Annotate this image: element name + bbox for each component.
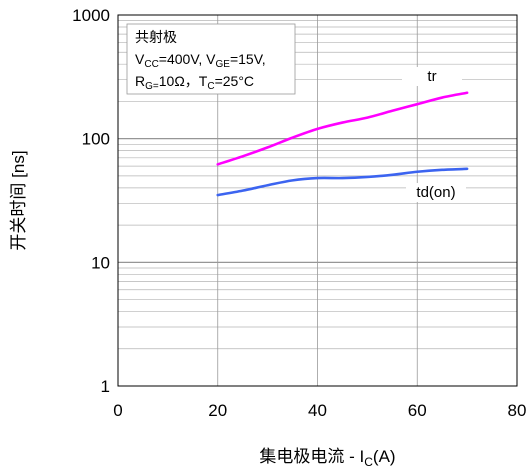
x-tick-labels: 0 20 40 60 80 [113,401,526,420]
condition-line-2: VCC=400V, VGE=15V, [135,51,266,70]
series-labels: tr td(on) [402,67,466,202]
condition-subscript: GE [216,59,231,70]
y-tick-label: 100 [82,130,110,149]
y-axis-label: 开关时间 [ns] [9,150,28,250]
condition-line-3: RG=10Ω，TC=25°C [135,73,254,92]
series-lines [216,91,469,197]
condition-subscript: C [207,81,214,92]
y-tick-label: 1000 [72,6,110,25]
series-label: td(on) [416,184,455,201]
x-tick-label: 40 [308,401,327,420]
x-axis-label-suffix: (A) [373,447,396,466]
series-label-bg [402,67,462,86]
condition-text: 10Ω，T [159,73,208,89]
y-tick-label: 10 [91,253,110,272]
x-tick-label: 80 [508,401,527,420]
series-label-bg [406,183,466,202]
x-tick-label: 60 [408,401,427,420]
condition-text: =15V, [230,51,266,67]
condition-subscript: CC [144,59,158,70]
x-axis-label-prefix: 集电极电流 - I [259,447,364,466]
x-axis-label: 集电极电流 - IC(A) [259,447,395,469]
y-tick-label: 1 [101,377,110,396]
x-axis-label-subscript: C [364,455,373,469]
plot-frame [117,14,518,387]
series-label: tr [427,68,436,85]
test-conditions-box: 共射极 VCC=400V, VGE=15V, RG=10Ω，TC=25°C [126,23,296,95]
condition-line-1: 共射极 [135,29,177,45]
x-tick-label: 20 [208,401,227,420]
condition-subscript: G= [145,81,159,92]
series-line-0 [216,91,469,166]
x-tick-label: 0 [113,401,122,420]
condition-text: R [135,73,145,89]
condition-text: =400V, V [159,51,216,67]
condition-text: =25°C [215,73,254,89]
series-line-1 [216,167,469,197]
condition-text: V [135,51,145,67]
y-tick-labels: 1 10 100 1000 [72,6,110,396]
